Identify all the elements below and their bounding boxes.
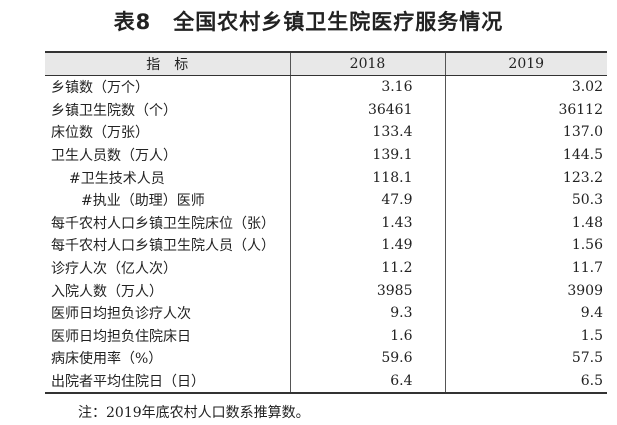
table-row: 诊疗人次（亿人次） 11.2 11.7 bbox=[45, 256, 607, 280]
cell-value: 1.48 bbox=[444, 211, 607, 235]
row-label: #执业（助理）医师 bbox=[81, 193, 205, 210]
cell-value: 118.1 bbox=[289, 166, 445, 189]
row-label: #卫生技术人员 bbox=[69, 170, 165, 187]
cell-value: 9.4 bbox=[444, 301, 607, 325]
cell-value: 47.9 bbox=[289, 188, 445, 212]
row-label: 医师日均担负住院床日 bbox=[51, 328, 191, 345]
cell-value: 123.2 bbox=[444, 166, 607, 189]
table-row: 出院者平均住院日（日） 6.4 6.5 bbox=[45, 369, 607, 394]
cell-value: 1.56 bbox=[444, 234, 607, 257]
row-label: 医师日均担负诊疗人次 bbox=[51, 306, 191, 323]
row-label: 乡镇数（万个） bbox=[51, 80, 149, 97]
table-row: 乡镇卫生院数（个） 36461 36112 bbox=[45, 98, 607, 122]
cell-value: 3909 bbox=[444, 279, 607, 302]
cell-value: 59.6 bbox=[289, 347, 445, 370]
row-label: 每千农村人口乡镇卫生院床位（张） bbox=[51, 215, 275, 232]
note: 注：2019年底农村人口数系推算数。 bbox=[78, 405, 310, 421]
table-row: 床位数（万张） 133.4 137.0 bbox=[45, 121, 607, 144]
cell-value: 3985 bbox=[289, 279, 445, 302]
cell-value: 57.5 bbox=[444, 347, 607, 370]
cell-value: 3.02 bbox=[444, 75, 607, 99]
cell-value: 1.43 bbox=[289, 211, 445, 235]
table-row: 卫生人员数（万人） 139.1 144.5 bbox=[45, 143, 607, 167]
cell-value: 139.1 bbox=[289, 143, 445, 167]
cell-value: 1.49 bbox=[289, 234, 445, 257]
cell-value: 3.16 bbox=[289, 75, 445, 99]
cell-value: 133.4 bbox=[289, 121, 445, 144]
header-cell: 2019 bbox=[444, 52, 607, 76]
cell-value: 50.3 bbox=[444, 188, 607, 212]
table-row: 医师日均担负住院床日 1.6 1.5 bbox=[45, 324, 607, 348]
row-label: 出院者平均住院日（日） bbox=[51, 374, 205, 391]
cell-value: 11.2 bbox=[289, 256, 445, 280]
table: 指 标 2018 2019 乡镇数（万个） 3.16 3.02 乡镇卫生院数（个） 3646… bbox=[45, 51, 607, 395]
cell-value: 1.5 bbox=[444, 324, 607, 348]
cell-value: 1.6 bbox=[289, 324, 445, 348]
table-row: #卫生技术人员 118.1 123.2 bbox=[45, 166, 607, 189]
cell-value: 9.3 bbox=[289, 301, 445, 325]
cell-value: 144.5 bbox=[444, 143, 607, 167]
row-label: 卫生人员数（万人） bbox=[51, 148, 177, 165]
table-row: #执业（助理）医师 47.9 50.3 bbox=[45, 188, 607, 212]
table-body: 乡镇数（万个） 3.16 3.02 乡镇卫生院数（个） 36461 36112 床位数（万张… bbox=[45, 75, 607, 394]
table-row: 乡镇数（万个） 3.16 3.02 bbox=[45, 75, 607, 99]
table-row: 每千农村人口乡镇卫生院人员（人） 1.49 1.56 bbox=[45, 234, 607, 257]
cell-value: 36112 bbox=[444, 98, 607, 122]
cell-value: 36461 bbox=[289, 98, 445, 122]
row-label: 每千农村人口乡镇卫生院人员（人） bbox=[51, 238, 275, 255]
header-row: 指 标 2018 2019 bbox=[45, 52, 607, 76]
cell-value: 6.4 bbox=[289, 369, 445, 394]
header-cell: 指 标 bbox=[45, 52, 290, 76]
header-cell: 2018 bbox=[289, 52, 445, 76]
row-label: 乡镇卫生院数（个） bbox=[51, 102, 177, 119]
table-row: 每千农村人口乡镇卫生院床位（张） 1.43 1.48 bbox=[45, 211, 607, 235]
row-label: 床位数（万张） bbox=[51, 125, 149, 142]
table-row: 入院人数（万人） 3985 3909 bbox=[45, 279, 607, 302]
table-row: 病床使用率（%） 59.6 57.5 bbox=[45, 347, 607, 370]
cell-value: 11.7 bbox=[444, 256, 607, 280]
row-label: 诊疗人次（亿人次） bbox=[51, 261, 177, 278]
row-label: 入院人数（万人） bbox=[51, 283, 163, 300]
title: 表8 全国农村乡镇卫生院医疗服务情况 bbox=[113, 10, 504, 34]
cell-value: 6.5 bbox=[444, 369, 607, 394]
cell-value: 137.0 bbox=[444, 121, 607, 144]
table-row: 医师日均担负诊疗人次 9.3 9.4 bbox=[45, 301, 607, 325]
row-label: 病床使用率（%） bbox=[51, 351, 163, 368]
